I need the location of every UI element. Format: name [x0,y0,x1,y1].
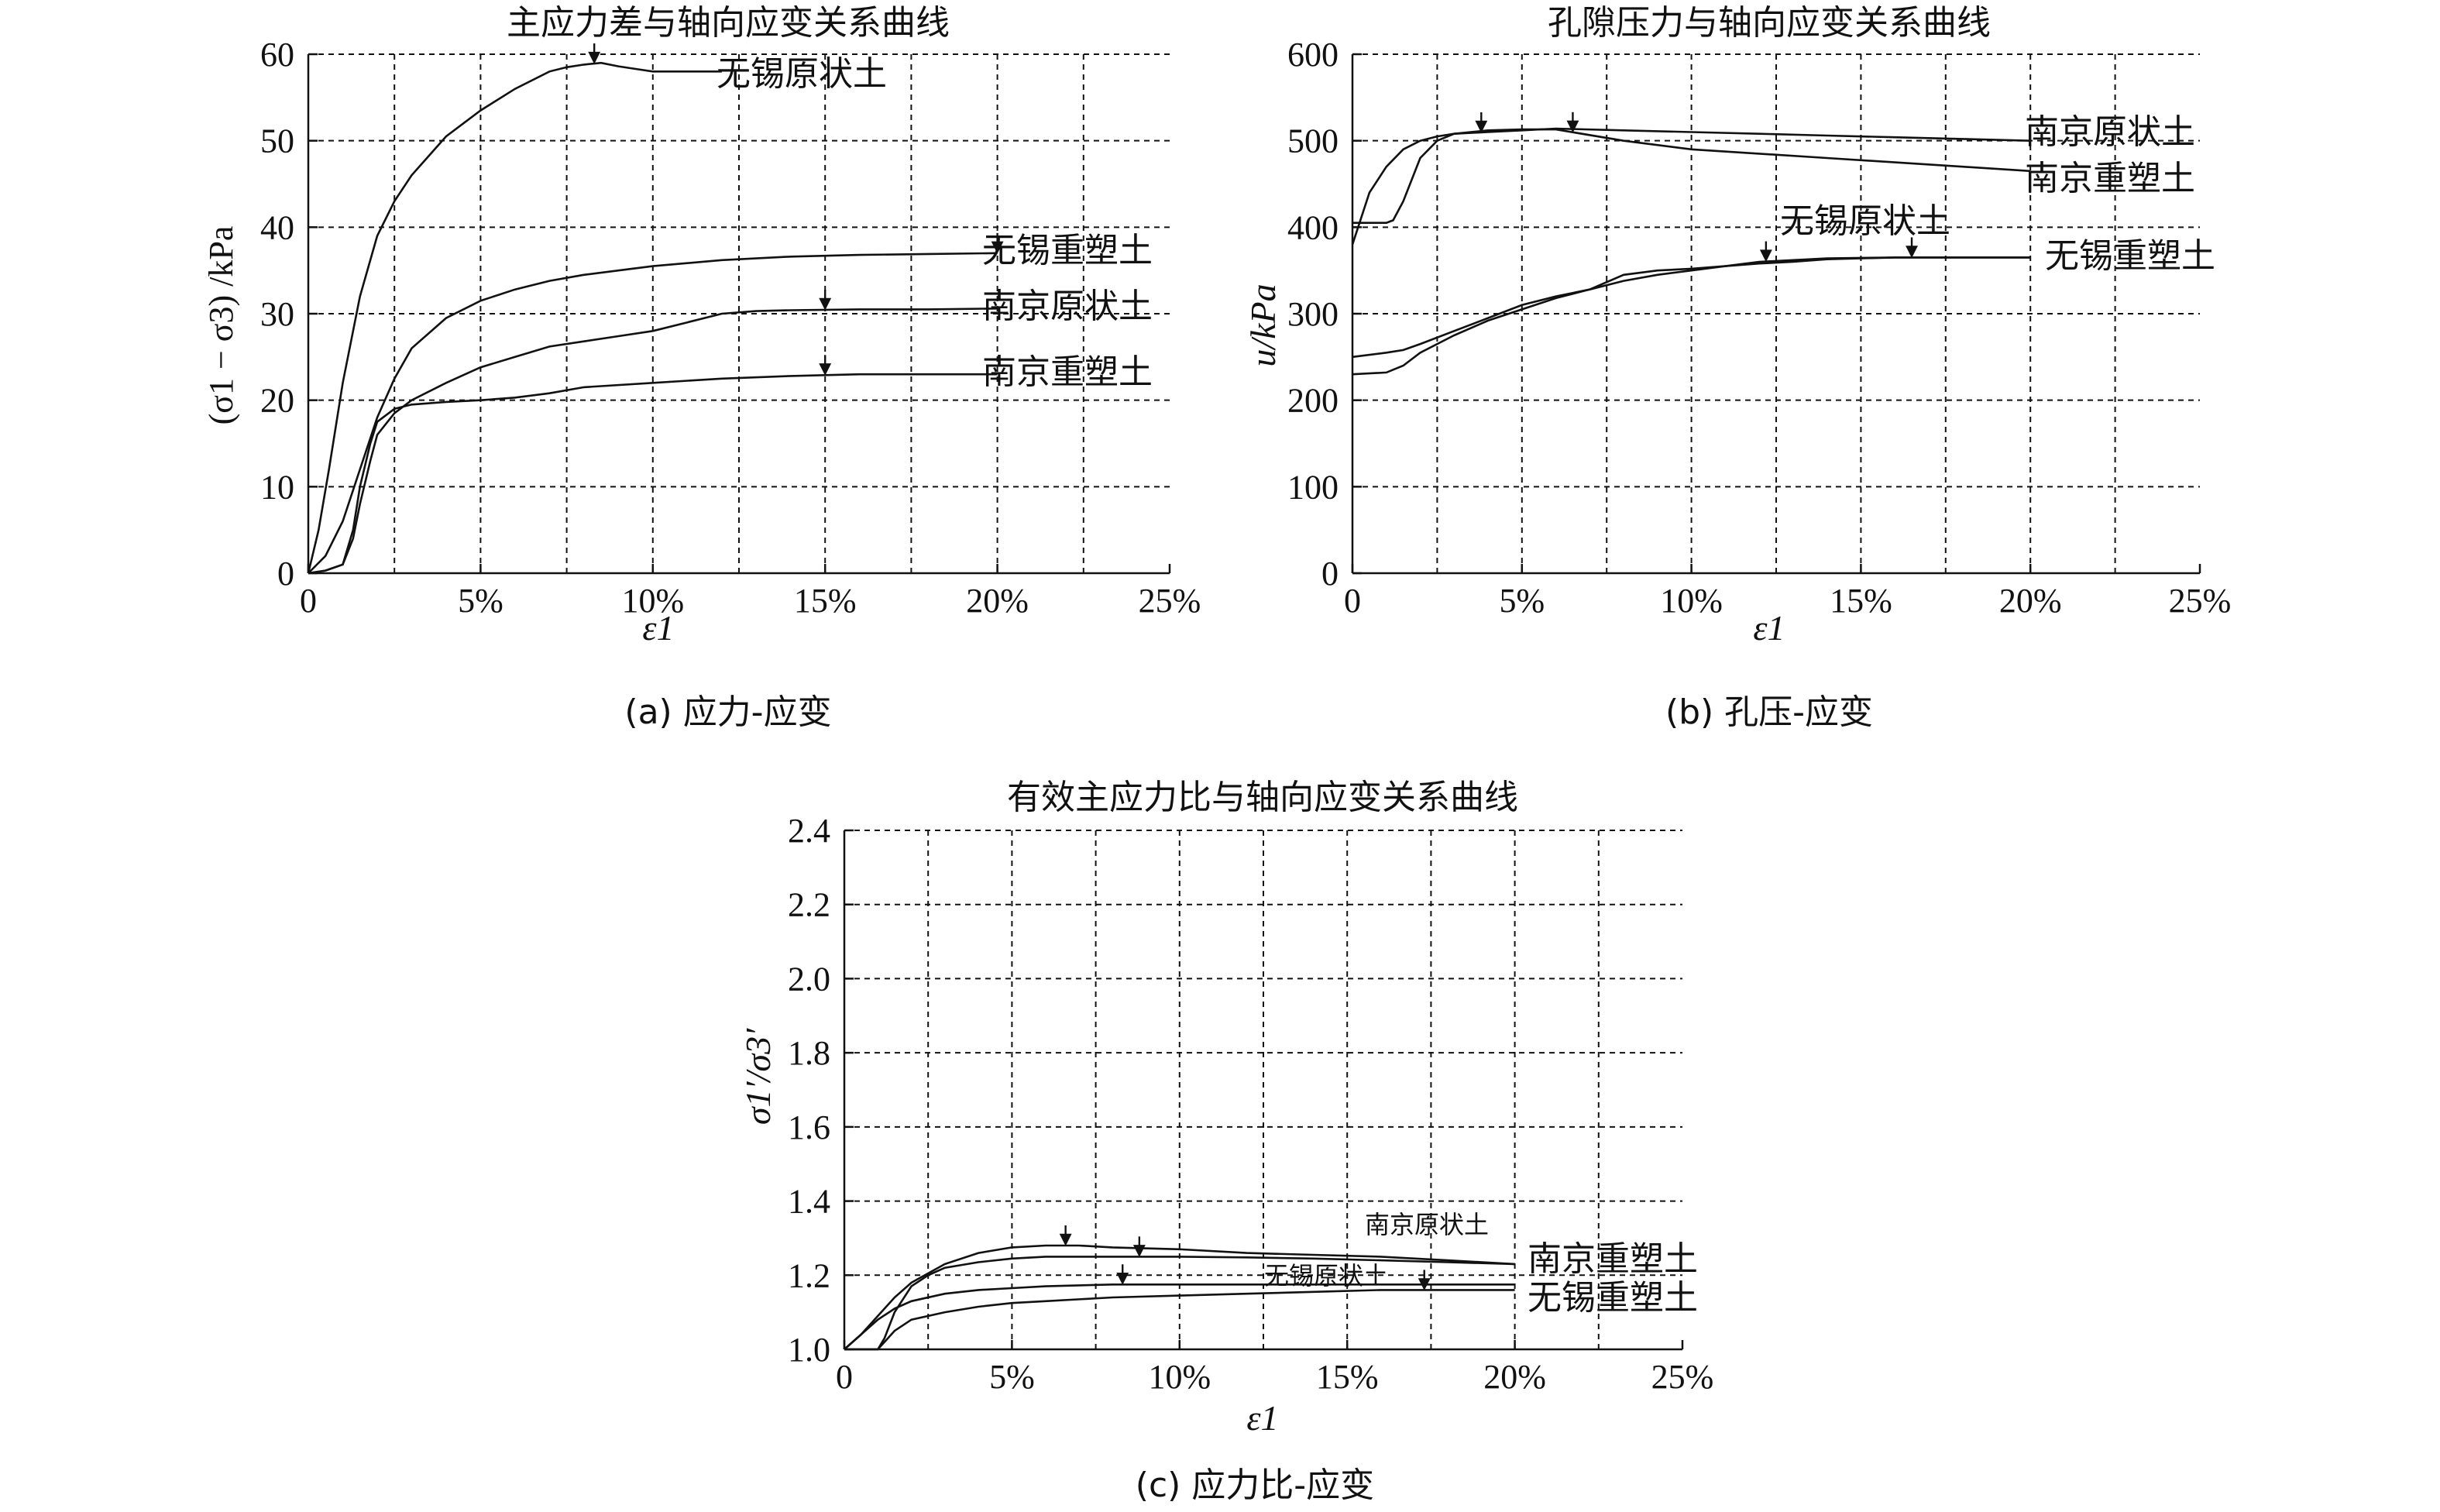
y-tick-label-c-0: 1.0 [788,1331,830,1369]
arrow-marker-c-2 [1116,1264,1129,1285]
arrow-marker-b-0 [1475,112,1488,133]
chart-caption-b: (b) 孔压-应变 [1665,692,1873,732]
chart-caption-a: (a) 应力-应变 [624,692,831,732]
x-tick-label-a-2: 10% [621,582,684,620]
series-label-b-1: 南京重塑土 [2025,159,2195,198]
series-line-a-1 [308,252,998,574]
chart-title-c: 有效主应力比与轴向应变关系曲线 [1007,778,1518,817]
x-tick-label-b-4: 20% [1999,582,2062,620]
y-tick-label-b-5: 500 [1287,122,1339,160]
x-tick-label-c-3: 15% [1316,1358,1379,1396]
series-label-b-3: 无锡重塑土 [2045,236,2215,276]
x-axis-label-c: ε1 [1246,1398,1278,1438]
y-tick-label-c-3: 1.6 [788,1108,830,1146]
arrow-marker-c-0 [1059,1225,1072,1246]
arrow-marker-a-2 [819,289,832,311]
y-tick-label-c-6: 2.2 [788,886,830,924]
y-tick-label-b-1: 100 [1287,468,1339,506]
y-axis-label-a: (σ1 − σ3) /kPa [202,226,240,425]
series-label-c-1: 南京重塑土 [1528,1239,1698,1279]
arrow-marker-b-1 [1566,112,1579,133]
y-axis-label-b: u/kPa [1243,284,1283,366]
chart-title-b: 孔隙压力与轴向应变关系曲线 [1548,3,1991,43]
arrow-marker-a-1 [991,232,1004,254]
chart-caption-c: (c) 应力比-应变 [1136,1466,1374,1505]
x-axis-label-a: ε1 [642,608,674,648]
arrow-marker-a-0 [588,43,601,64]
x-tick-label-c-1: 5% [989,1358,1035,1396]
y-tick-label-c-2: 1.4 [788,1183,830,1221]
series-label-b-0: 南京原状土 [2025,112,2195,152]
y-tick-label-c-4: 1.8 [788,1034,830,1072]
y-tick-label-b-4: 400 [1287,208,1339,246]
y-tick-label-a-4: 40 [260,208,294,246]
y-tick-label-c-5: 2.0 [788,960,830,998]
series-label-c-2: 无锡原状土 [1264,1261,1388,1290]
y-axis-label-c: σ1′/σ3′ [738,1028,778,1125]
arrow-marker-b-2 [1759,241,1772,263]
x-tick-label-a-3: 15% [794,582,857,620]
arrow-marker-a-3 [819,355,832,376]
x-tick-label-a-4: 20% [966,582,1029,620]
series-label-b-2: 无锡原状土 [1780,201,1950,241]
x-tick-label-c-2: 10% [1148,1358,1211,1396]
chart-title-a: 主应力差与轴向应变关系曲线 [507,3,950,43]
series-line-c-3 [844,1289,1515,1351]
x-tick-label-c-5: 25% [1651,1358,1714,1396]
series-line-b-1 [1352,128,2031,225]
y-tick-label-a-3: 30 [260,295,294,333]
x-tick-label-a-0: 0 [300,582,317,620]
x-tick-label-b-5: 25% [2169,582,2232,620]
x-tick-label-a-5: 25% [1139,582,1201,620]
arrow-marker-c-3 [1418,1270,1431,1291]
chart-panel-b: 孔隙压力与轴向应变关系曲线 (b) 孔压-应变 ε1 u/kPa 0 5% 10% 1… [1243,3,2231,732]
chart-panel-a: 主应力差与轴向应变关系曲线 (a) 应力-应变 ε1 (σ1 − σ3) /kP… [202,3,1201,732]
x-axis-label-b: ε1 [1753,608,1785,648]
series-line-b-3 [1352,256,2031,376]
arrow-marker-b-3 [1906,237,1918,259]
series-label-a-3: 南京重塑土 [982,352,1153,392]
series-label-a-0: 无锡原状土 [717,54,887,94]
series-line-c-1 [844,1256,1515,1351]
x-tick-label-b-0: 0 [1344,582,1361,620]
x-tick-label-c-0: 0 [836,1358,853,1396]
series-line-c-0 [844,1244,1515,1350]
series-line-c-2 [844,1283,1515,1350]
y-tick-label-a-1: 10 [260,468,294,506]
x-tick-label-b-2: 10% [1660,582,1723,620]
series-label-a-1: 无锡重塑土 [982,231,1153,270]
series-line-a-0 [307,61,722,574]
x-tick-label-a-1: 5% [458,582,503,620]
chart-panel-c: 有效主应力比与轴向应变关系曲线 (c) 应力比-应变 ε1 σ1′/σ3′ 0 5… [738,778,1713,1505]
y-tick-label-b-2: 200 [1287,382,1339,420]
y-tick-label-a-0: 0 [277,555,294,593]
x-tick-label-b-3: 15% [1830,582,1892,620]
y-tick-label-c-1: 1.2 [788,1256,830,1294]
arrow-marker-c-1 [1132,1236,1146,1258]
x-tick-label-b-1: 5% [1499,582,1545,620]
series-label-a-2: 南京原状土 [982,287,1153,326]
y-tick-label-a-5: 50 [260,122,294,160]
y-tick-label-a-2: 20 [260,382,294,420]
series-label-c-3: 无锡重塑土 [1528,1278,1698,1318]
series-label-c-0: 南京原状土 [1365,1210,1489,1239]
x-tick-label-c-4: 20% [1483,1358,1546,1396]
series-line-a-2 [308,308,998,575]
series-line-a-3 [308,373,998,575]
y-tick-label-a-6: 60 [260,36,294,74]
y-tick-label-c-7: 2.4 [788,812,830,850]
y-tick-label-b-3: 300 [1287,295,1339,333]
y-tick-label-b-0: 0 [1321,555,1339,593]
y-tick-label-b-6: 600 [1287,36,1339,74]
